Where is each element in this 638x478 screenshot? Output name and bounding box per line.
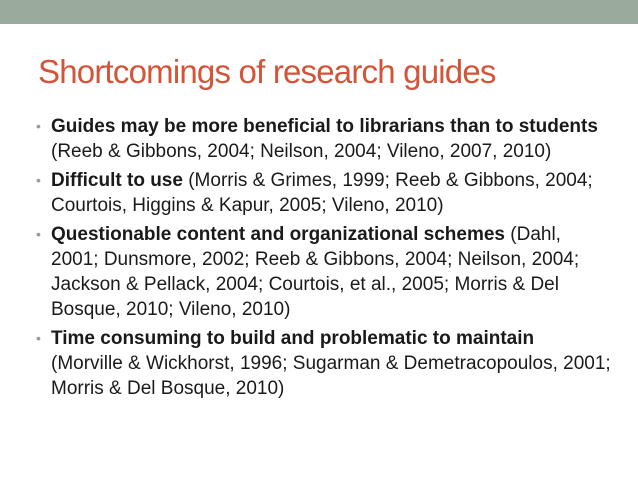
bullet-icon: • (36, 118, 41, 134)
bullet-icon: • (36, 330, 41, 346)
bullet-lead-text: Guides may be more beneficial to librari… (51, 116, 598, 137)
bullet-citation: (Dahl, 2001; Dunsmore, 2002; Reeb & Gibb… (51, 224, 580, 320)
bullet-item: • Guides may be more beneficial to librar… (36, 114, 611, 164)
top-accent-bar (0, 0, 638, 24)
bullet-list: • Guides may be more beneficial to librar… (36, 114, 611, 405)
bullet-lead-text: Difficult to use (51, 170, 183, 191)
bullet-item: • Time consuming to build and problematic… (36, 326, 611, 401)
bullet-icon: • (36, 172, 41, 188)
slide-title: Shortcomings of research guides (38, 53, 496, 90)
bullet-lead-text: Questionable content and organizational … (51, 224, 505, 245)
bullet-item: • Questionable content and organizational… (36, 222, 611, 322)
bullet-citation: (Morris & Grimes, 1999; Reeb & Gibbons, … (51, 170, 593, 216)
bullet-item: • Difficult to use (Morris & Grimes, 1999… (36, 168, 611, 218)
bullet-lead-text: Time consuming to build and problematic … (51, 328, 535, 349)
bullet-citation: (Reeb & Gibbons, 2004; Neilson, 2004; Vi… (51, 141, 552, 162)
bullet-icon: • (36, 226, 41, 242)
bullet-citation: (Morville & Wickhorst, 1996; Sugarman & … (51, 353, 611, 399)
